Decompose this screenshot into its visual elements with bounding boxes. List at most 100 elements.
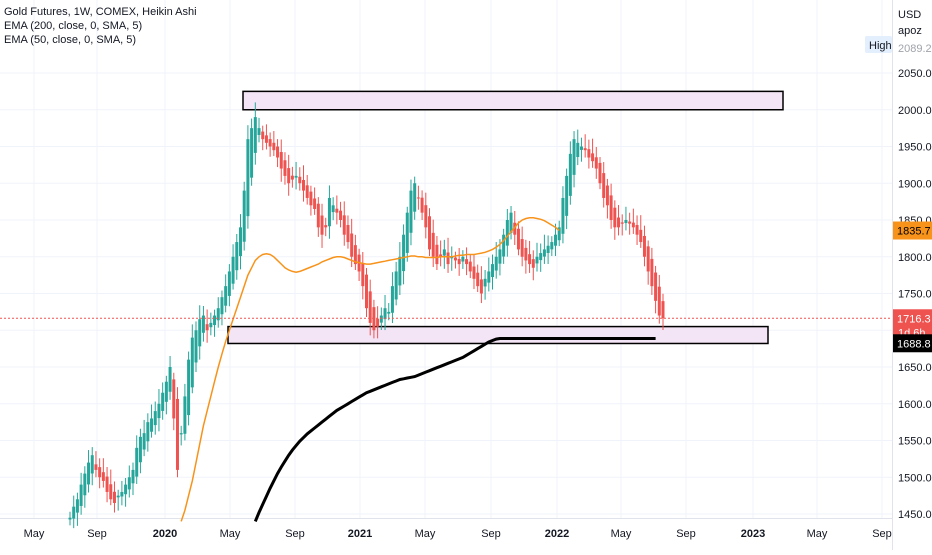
candle-body [327, 197, 331, 227]
y-tick-label: 1900.0 [898, 178, 932, 190]
x-tick-label: May [611, 528, 632, 540]
candle-body [383, 308, 387, 320]
candle-body [316, 203, 320, 228]
candle-body [101, 472, 105, 481]
ema200-tag-text: 1688.8 [897, 338, 931, 350]
candle-body [220, 297, 224, 315]
candle-body [390, 286, 394, 313]
candle-body [179, 433, 183, 435]
candle-body [194, 330, 198, 363]
y-tick-label: 1600.0 [898, 399, 932, 411]
high-value-label: 2089.2 [898, 43, 932, 55]
candle-body [535, 256, 539, 264]
candle-body [446, 252, 450, 265]
x-tick-label: May [415, 528, 436, 540]
candle-body [342, 215, 346, 235]
candle-body [309, 191, 313, 206]
candle-body [413, 183, 417, 212]
candle-body [187, 359, 191, 416]
candle-body [476, 272, 480, 287]
support-zone[interactable] [227, 325, 769, 345]
candle-body [468, 261, 472, 272]
candle-body [279, 152, 283, 169]
candle-body [242, 190, 246, 242]
candle-body [313, 198, 317, 209]
legend-ema200[interactable]: EMA (200, close, 0, SMA, 5) [4, 20, 143, 32]
candle-body [190, 337, 194, 388]
candle-body [301, 180, 305, 191]
candle-body [602, 173, 606, 198]
candle-body [550, 242, 554, 250]
candle-body [346, 225, 350, 243]
candle-body [568, 153, 572, 196]
candle-body [213, 315, 217, 326]
candle-body [224, 286, 228, 306]
candle-body [591, 153, 595, 162]
candle-body [442, 249, 446, 256]
candle-body [94, 464, 98, 470]
x-tick-label: Sep [676, 528, 696, 540]
candle-body [231, 256, 235, 284]
candle-body [235, 242, 239, 271]
candle-body [620, 222, 624, 224]
candle-body [98, 467, 102, 478]
candle-body [487, 271, 491, 283]
candle-body [227, 271, 231, 296]
candle-body [175, 398, 179, 470]
candle-body [409, 190, 413, 233]
candle-body [105, 476, 109, 492]
currency-label: USD [898, 9, 921, 21]
candle-body [428, 216, 432, 250]
candle-body [609, 195, 613, 220]
candle-body [661, 301, 665, 319]
candle-body [298, 176, 302, 184]
candle-body [617, 217, 621, 228]
candle-body [257, 128, 261, 135]
candle-body [124, 484, 128, 495]
candle-body [402, 234, 406, 272]
candle-body [587, 149, 591, 158]
x-tick-label: Sep [285, 528, 305, 540]
candle-body [579, 146, 583, 150]
candle-body [494, 256, 498, 271]
candle-body [479, 279, 483, 294]
candle-body [90, 455, 94, 474]
ema50-price-tag: 1835.7 [893, 221, 932, 240]
ema200-tag-background [893, 334, 932, 353]
x-tick-label: May [220, 528, 241, 540]
resistance-zone[interactable] [242, 90, 784, 111]
candle-body [305, 185, 309, 198]
candle-body [276, 146, 280, 158]
high-badge: High [869, 40, 892, 52]
candle-body [472, 266, 476, 279]
legend-ema50[interactable]: EMA (50, close, 0, SMA, 5) [4, 34, 137, 46]
last-price-tag-text: 1716.3 [897, 313, 931, 325]
candle-body [394, 271, 398, 300]
candles-layer [68, 102, 665, 529]
ema50-line[interactable] [180, 217, 560, 522]
candle-body [135, 447, 139, 477]
candle-body [539, 253, 543, 261]
legend-symbol[interactable]: Gold Futures, 1W, COMEX, Heikin Ashi [4, 6, 197, 18]
candle-body [127, 477, 131, 490]
y-tick-label: 1550.0 [898, 436, 932, 448]
candle-body [387, 311, 391, 314]
y-tick-label: 1650.0 [898, 362, 932, 374]
candle-body [453, 257, 457, 261]
candle-body [324, 225, 328, 228]
candle-body [120, 491, 124, 497]
candle-body [205, 324, 209, 331]
candle-body [657, 286, 661, 316]
owner-label: apoz [898, 25, 922, 37]
candle-body [524, 247, 528, 261]
candle-body [238, 227, 242, 257]
x-tick-label: May [807, 528, 828, 540]
candle-body [379, 315, 383, 323]
candle-body [131, 469, 135, 484]
ema200-line[interactable] [253, 337, 656, 522]
y-tick-label: 1950.0 [898, 142, 932, 154]
candle-body [628, 221, 632, 224]
candle-body [554, 234, 558, 246]
